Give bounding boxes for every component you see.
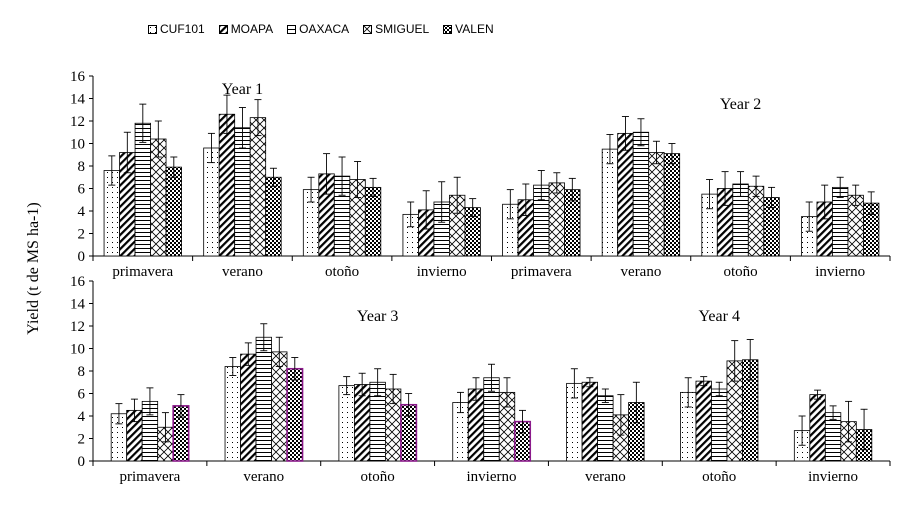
- y-tick-label: 10: [70, 342, 85, 358]
- bar: [364, 186, 382, 257]
- year-annotation: Year 4: [698, 308, 739, 325]
- legend-item: MOAPA: [218, 22, 274, 36]
- legend-label: CUF101: [160, 22, 205, 36]
- y-tick-label: 8: [78, 364, 86, 380]
- bar: [632, 131, 650, 257]
- bar: [548, 182, 565, 257]
- y-tick-label: 2: [78, 432, 86, 448]
- y-tick-label: 2: [78, 227, 86, 243]
- category-label: otoño: [702, 469, 736, 485]
- bar: [224, 366, 241, 462]
- bar: [134, 122, 151, 257]
- year-annotation: Year 1: [222, 81, 263, 98]
- category-label: primavera: [511, 264, 572, 280]
- y-tick-label: 0: [78, 249, 86, 265]
- bar: [663, 153, 681, 257]
- bar: [203, 147, 220, 257]
- y-tick-label: 14: [70, 92, 86, 108]
- category-label: otoño: [325, 264, 359, 280]
- y-tick-label: 14: [70, 297, 86, 313]
- bar: [581, 381, 599, 462]
- bar: [824, 412, 842, 462]
- legend-label: MOAPA: [230, 22, 274, 36]
- bar: [711, 388, 728, 462]
- y-tick-label: 4: [78, 204, 86, 220]
- legend-swatch: [287, 24, 297, 34]
- bar: [648, 152, 665, 257]
- legend-item: OAXACA: [287, 22, 349, 36]
- bar: [249, 117, 267, 257]
- bar: [617, 132, 634, 257]
- category-label: verano: [585, 469, 626, 485]
- legend-swatch: [148, 24, 157, 34]
- bar: [695, 380, 712, 462]
- category-label: invierno: [467, 469, 517, 485]
- legend-item: CUF101: [148, 22, 205, 36]
- category-label: verano: [222, 264, 263, 280]
- legend-swatch: [218, 24, 228, 34]
- y-tick-label: 4: [78, 409, 86, 425]
- bar: [165, 166, 182, 257]
- category-label: otoño: [361, 469, 395, 485]
- category-label: primavera: [112, 264, 173, 280]
- bar: [809, 394, 826, 462]
- y-tick-label: 16: [70, 274, 86, 290]
- y-tick-label: 0: [78, 454, 86, 470]
- legend-item: VALEN: [443, 22, 494, 36]
- legend-swatch: [363, 24, 373, 34]
- y-tick-label: 10: [70, 137, 85, 153]
- year-annotation: Year 2: [720, 96, 761, 113]
- y-tick-label: 12: [70, 114, 85, 130]
- y-tick-label: 6: [78, 387, 86, 403]
- category-label: invierno: [815, 264, 865, 280]
- bar: [286, 367, 304, 462]
- category-label: invierno: [808, 469, 858, 485]
- bar: [218, 113, 236, 257]
- y-tick-label: 16: [70, 69, 86, 85]
- legend-label: OAXACA: [299, 22, 350, 36]
- bar: [255, 336, 272, 462]
- legend-label: VALEN: [455, 22, 494, 36]
- y-tick-label: 8: [78, 159, 86, 175]
- bar: [597, 395, 614, 462]
- category-label: otoño: [723, 264, 757, 280]
- bar: [240, 353, 257, 462]
- bar: [601, 148, 619, 257]
- legend-swatch: [443, 24, 453, 34]
- category-label: verano: [621, 264, 662, 280]
- legend-item: SMIGUEL: [363, 22, 429, 36]
- year-annotation: Year 3: [357, 308, 398, 325]
- category-label: verano: [243, 469, 284, 485]
- legend-label: SMIGUEL: [375, 22, 430, 36]
- category-label: primavera: [120, 469, 181, 485]
- y-tick-label: 6: [78, 182, 86, 198]
- bar: [338, 385, 355, 462]
- y-tick-label: 12: [70, 319, 85, 335]
- y-axis-label: Yield (t de MS ha-1): [25, 202, 42, 334]
- category-label: invierno: [417, 264, 467, 280]
- bar: [271, 351, 288, 462]
- bar: [265, 176, 282, 257]
- legend: CUF101 MOAPA OAXACA SMIGUEL VALEN: [148, 22, 494, 36]
